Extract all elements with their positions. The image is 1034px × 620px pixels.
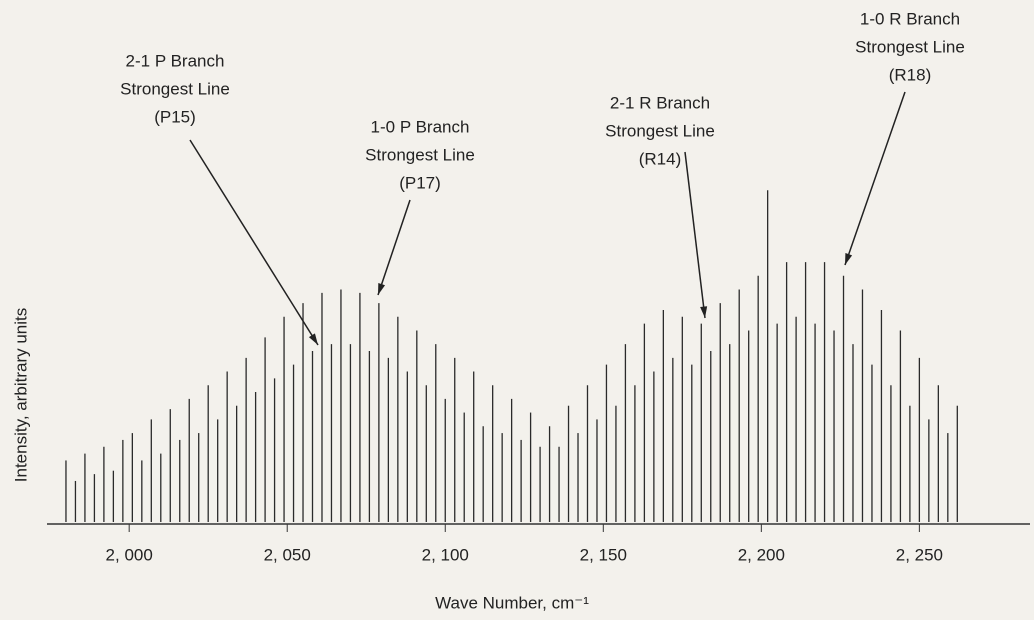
- x-axis-label: Wave Number, cm⁻¹: [435, 593, 589, 612]
- annotation-text: (R14): [639, 149, 682, 168]
- annotation-text: 2-1 P Branch: [126, 51, 225, 70]
- x-tick-label: 2, 200: [738, 545, 785, 564]
- annotation-arrow: [844, 91, 906, 266]
- annotation-arrow: [189, 139, 319, 346]
- x-tick-label: 2, 100: [422, 545, 469, 564]
- arrow-head: [308, 333, 318, 345]
- annotation-text: Strongest Line: [855, 37, 965, 56]
- arrow-head: [378, 283, 386, 295]
- arrow-head: [845, 253, 853, 265]
- annotation-text: 1-0 P Branch: [371, 117, 470, 136]
- annotation-text: Strongest Line: [605, 121, 715, 140]
- annotation-text: (R18): [889, 65, 932, 84]
- x-tick-label: 2, 050: [264, 545, 311, 564]
- annotation-text: 2-1 R Branch: [610, 93, 710, 112]
- x-tick-label: 2, 250: [896, 545, 943, 564]
- annotation-text: Strongest Line: [365, 145, 475, 164]
- annotation-arrow: [377, 199, 411, 296]
- arrow-head: [700, 306, 708, 318]
- annotation-text: 1-0 R Branch: [860, 9, 960, 28]
- annotation-text: (P15): [154, 107, 196, 126]
- x-tick-label: 2, 000: [106, 545, 153, 564]
- annotation-text: (P17): [399, 173, 441, 192]
- annotation-arrow: [684, 151, 706, 319]
- annotation-text: Strongest Line: [120, 79, 230, 98]
- y-axis-label: Intensity, arbitrary units: [11, 308, 30, 482]
- x-tick-label: 2, 150: [580, 545, 627, 564]
